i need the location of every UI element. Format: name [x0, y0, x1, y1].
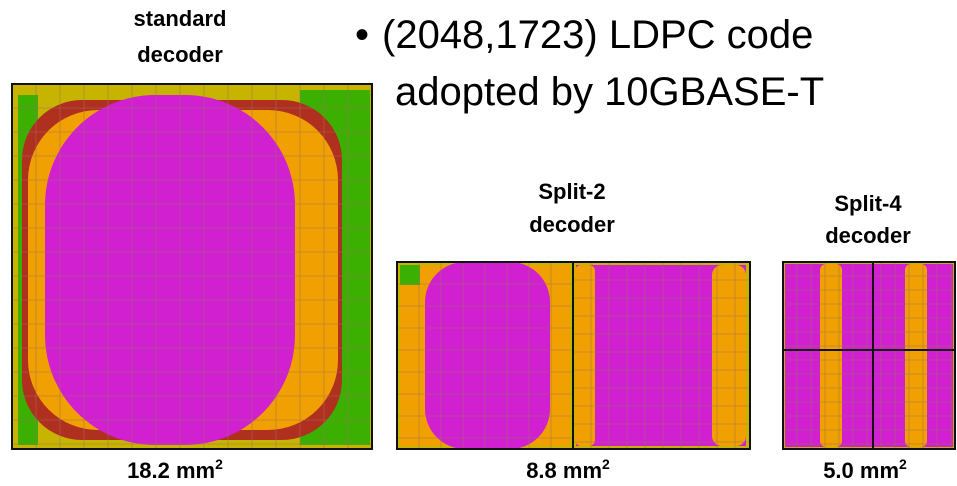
area-value: 5.0 mm [823, 458, 899, 483]
slide: • (2048,1723) LDPC code adopted by 10GBA… [0, 0, 957, 486]
layout-region [400, 265, 420, 285]
decoder-title: Split-2 [538, 179, 605, 204]
decoder-layouts [12, 84, 955, 449]
layout-region [575, 265, 595, 446]
area-exponent: 2 [602, 456, 610, 472]
decoder-title: decoder [529, 212, 615, 237]
layout-region [905, 264, 927, 447]
area-value: 18.2 mm [127, 458, 215, 483]
decoder-title: decoder [825, 223, 911, 248]
area-value: 8.8 mm [526, 458, 602, 483]
area-exponent: 2 [899, 456, 907, 472]
layout-region [785, 264, 953, 447]
area-label: 18.2 mm2 [127, 456, 223, 483]
page: • (2048,1723) LDPC code adopted by 10GBA… [0, 0, 957, 486]
decoder-title: Split-4 [834, 191, 902, 216]
bullet-line: adopted by 10GBASE-T [395, 70, 824, 114]
area-exponent: 2 [215, 456, 223, 472]
bullet-line: (2048,1723) LDPC code [382, 13, 813, 57]
layout-region [425, 262, 550, 449]
decoder-title: decoder [137, 42, 223, 67]
decoder-title: standard [134, 6, 227, 31]
layout-region [45, 95, 295, 445]
area-label: 8.8 mm2 [526, 456, 610, 483]
bullet-mark: • [355, 13, 369, 57]
area-label: 5.0 mm2 [823, 456, 907, 483]
